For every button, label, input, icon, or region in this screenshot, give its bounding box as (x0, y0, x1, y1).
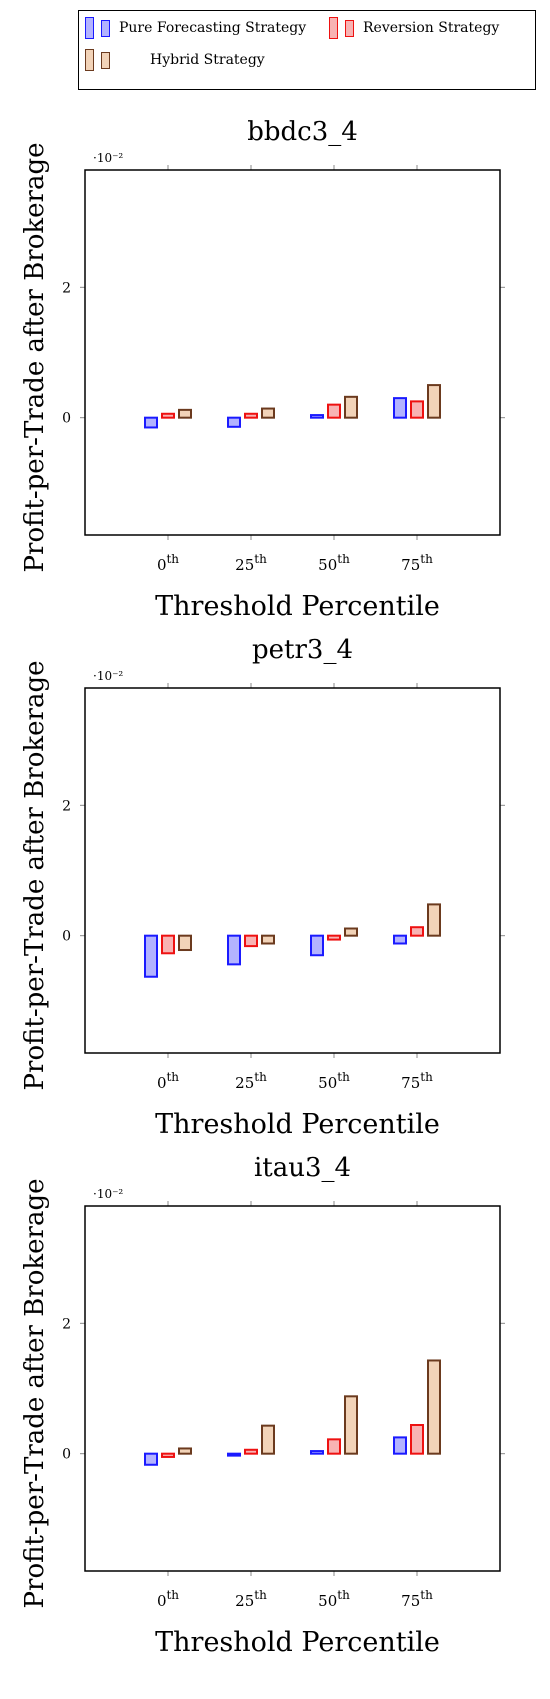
chart-petr3_4: petr3_4 ·10⁻² 0th 25th 50th 75th 0 2 Threshold P… (20, 635, 505, 1138)
bar (427, 384, 441, 419)
chart-legend: Pure Forecasting Strategy Reversion Stra… (78, 10, 536, 90)
y-tick-label: 2 (62, 798, 71, 814)
bar (327, 934, 341, 941)
chart-title: bbdc3_4 (247, 117, 358, 147)
y-scale-label: ·10⁻² (93, 151, 123, 165)
x-tick-label: 0th (157, 1588, 179, 1610)
bar (344, 1395, 358, 1455)
y-axis-label: Profit-per-Trade after Brokerage (20, 1179, 50, 1609)
bar (261, 407, 275, 419)
y-scale-label: ·10⁻² (93, 669, 123, 683)
bar (410, 1424, 424, 1455)
bar (393, 934, 407, 945)
bar (393, 1436, 407, 1455)
bar (161, 934, 175, 955)
bar (178, 1447, 192, 1455)
legend-swatch-reversion-small (345, 19, 354, 37)
y-axis-label: Profit-per-Trade after Brokerage (20, 143, 50, 573)
bar (144, 1452, 158, 1466)
legend-label-hybrid: Hybrid Strategy (150, 52, 265, 68)
chart-title: itau3_4 (254, 1153, 351, 1183)
chart-title: petr3_4 (252, 635, 353, 665)
plot-frame (84, 169, 501, 536)
y-tick-label: 2 (62, 280, 71, 296)
bar (244, 412, 258, 419)
bar (310, 934, 324, 957)
bar (227, 1452, 241, 1457)
bar (327, 1438, 341, 1455)
bar (310, 1450, 324, 1455)
legend-item-reversion: Reversion Strategy (329, 17, 499, 39)
bar (178, 934, 192, 952)
bar (261, 934, 275, 945)
bar (227, 934, 241, 966)
x-axis-label: Threshold Percentile (155, 591, 440, 620)
bar (227, 416, 241, 428)
legend-item-hybrid: Hybrid Strategy (85, 49, 265, 71)
bar (427, 903, 441, 937)
bar (161, 1452, 175, 1458)
x-tick-label: 0th (157, 1070, 179, 1092)
bar (410, 926, 424, 937)
y-scale-label: ·10⁻² (93, 1187, 123, 1201)
y-tick-label: 0 (62, 929, 71, 945)
plot-frame (84, 687, 501, 1054)
x-tick-label: 50th (318, 552, 350, 574)
y-tick-label: 0 (62, 1447, 71, 1463)
legend-label-pure: Pure Forecasting Strategy (119, 20, 307, 36)
legend-swatch-pure-large (85, 17, 94, 39)
legend-swatch-hybrid-large (85, 49, 94, 71)
bar (310, 414, 324, 419)
bar (161, 412, 175, 419)
x-tick-label: 75th (401, 552, 433, 574)
y-axis-label: Profit-per-Trade after Brokerage (20, 661, 50, 1091)
bar (344, 927, 358, 937)
bar (327, 403, 341, 419)
x-tick-label: 0th (157, 552, 179, 574)
legend-swatch-pure-small (101, 19, 110, 37)
bar (178, 408, 192, 419)
bar (144, 416, 158, 429)
x-tick-label: 75th (401, 1070, 433, 1092)
legend-swatch-hybrid-small (101, 51, 110, 69)
y-tick-label: 0 (62, 411, 71, 427)
legend-item-pure: Pure Forecasting Strategy (85, 17, 306, 39)
x-tick-label: 75th (401, 1588, 433, 1610)
x-tick-label: 50th (318, 1070, 350, 1092)
y-tick-label: 2 (62, 1316, 71, 1332)
legend-label-reversion: Reversion Strategy (363, 20, 500, 36)
bar (410, 400, 424, 419)
bar (427, 1359, 441, 1455)
bar (261, 1424, 275, 1455)
plot-frame (84, 1205, 501, 1572)
bar (344, 395, 358, 419)
x-tick-label: 25th (235, 552, 267, 574)
bar (393, 397, 407, 419)
x-tick-label: 50th (318, 1588, 350, 1610)
legend-swatch-reversion-large (329, 17, 338, 39)
bar (244, 1448, 258, 1455)
chart-bbdc3_4: bbdc3_4 ·10⁻² 0th 25th 50th 75th 0 2 Threshold P… (20, 117, 505, 620)
x-tick-label: 25th (235, 1588, 267, 1610)
x-tick-label: 25th (235, 1070, 267, 1092)
x-axis-label: Threshold Percentile (155, 1109, 440, 1138)
bar (244, 934, 258, 948)
chart-itau3_4: itau3_4 ·10⁻² 0th 25th 50th 75th 0 2 Threshold P… (20, 1153, 505, 1656)
x-axis-label: Threshold Percentile (155, 1627, 440, 1656)
bar (144, 934, 158, 978)
